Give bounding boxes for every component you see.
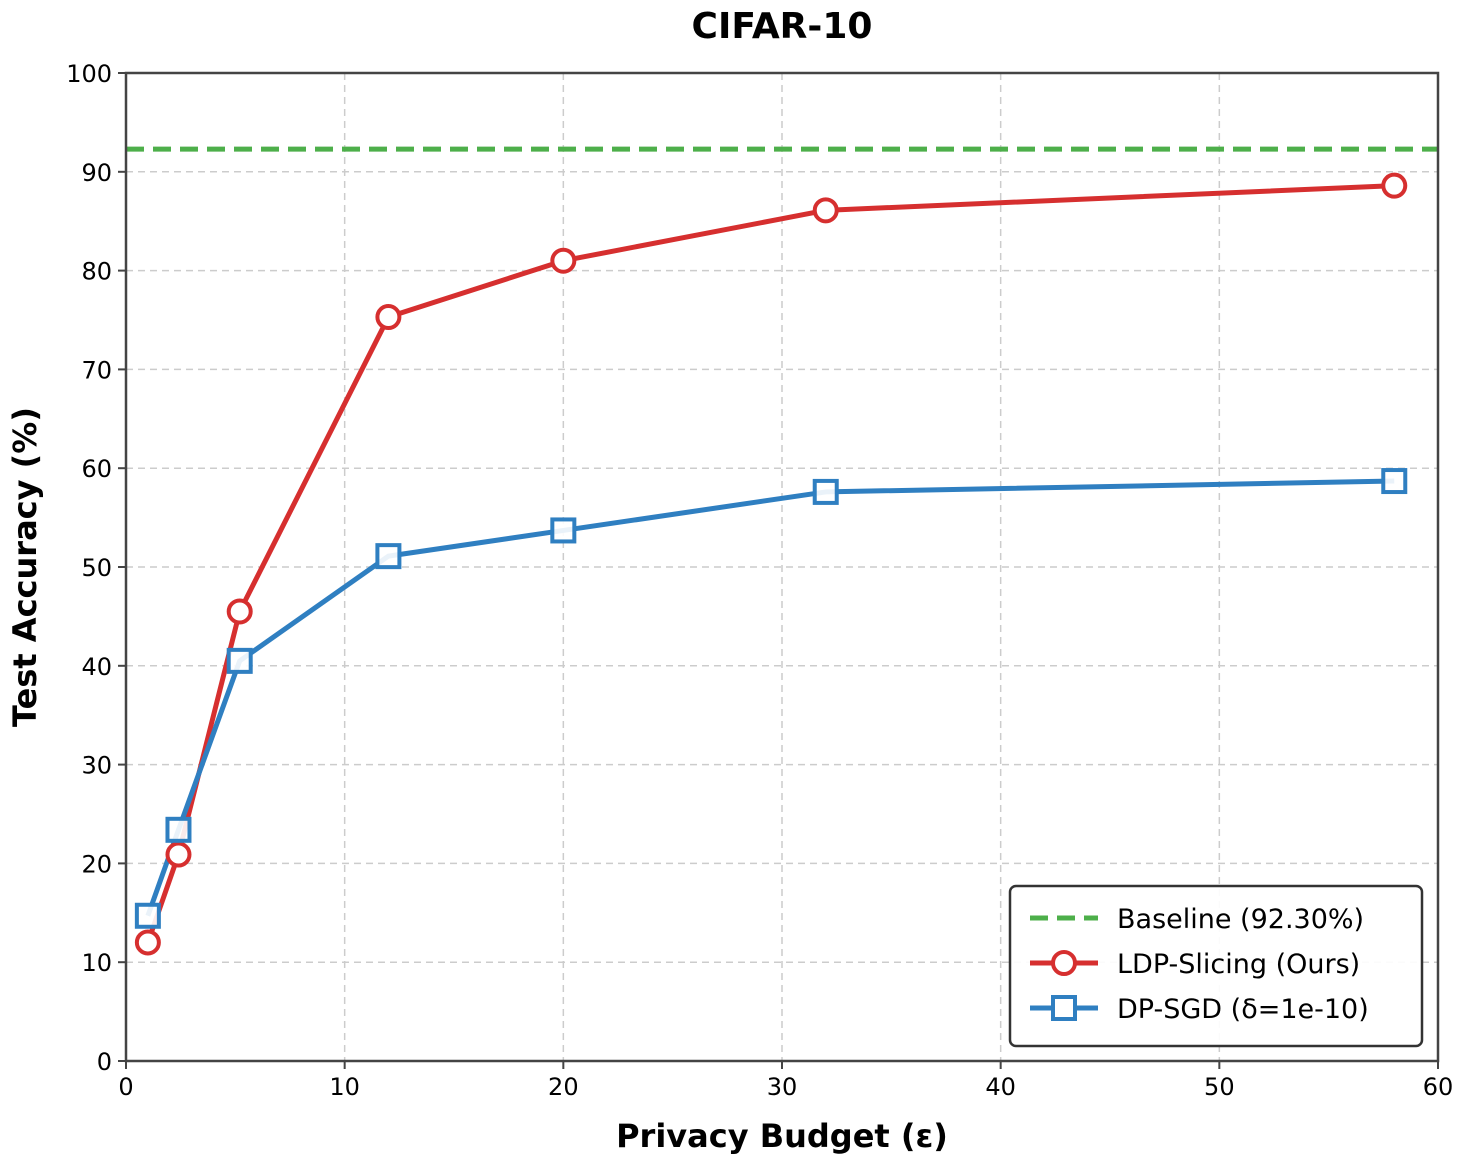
data-point-ldp-slicing	[165, 841, 192, 868]
x-axis-label: Privacy Budget (ε)	[616, 1117, 948, 1155]
series-lines	[126, 146, 1438, 956]
data-point-ldp-slicing	[1381, 172, 1408, 199]
data-point-dp-sgd	[812, 478, 839, 505]
data-point-dp-sgd	[134, 902, 161, 929]
data-point-ldp-slicing	[375, 304, 402, 331]
y-tick-label: 80	[81, 258, 112, 286]
data-point-dp-sgd	[375, 543, 402, 570]
legend-baseline-label: Baseline (92.30%)	[1117, 904, 1364, 935]
x-tick-label: 30	[767, 1073, 798, 1101]
y-tick-label: 50	[81, 554, 112, 582]
x-tick-label: 50	[1204, 1073, 1235, 1101]
y-tick-label: 30	[81, 752, 112, 780]
y-tick-label: 20	[81, 850, 112, 878]
data-point-dp-sgd	[550, 517, 577, 544]
y-tick-label: 70	[81, 356, 112, 384]
x-tick-label: 60	[1423, 1073, 1454, 1101]
legend: Baseline (92.30%) LDP-Slicing (Ours) DP-…	[1008, 884, 1424, 1048]
data-point-dp-sgd	[1381, 468, 1408, 495]
legend-box	[1008, 884, 1424, 1048]
x-tick-label: 40	[985, 1073, 1016, 1101]
data-point-ldp-slicing	[134, 929, 161, 956]
legend-dpsgd-label: DP-SGD (δ=1e-10)	[1117, 994, 1369, 1025]
x-tick-label: 0	[118, 1073, 133, 1101]
y-axis-label: Test Accuracy (%)	[6, 407, 44, 727]
legend-dpsgd-marker	[1051, 995, 1077, 1021]
legend-ldp-marker	[1051, 950, 1077, 976]
axis-ticks: 0 10 20 30 40 50 60 0 10 20 30 40 50 60 70 80 90 100	[66, 60, 1453, 1101]
y-tick-label: 60	[81, 455, 112, 483]
data-point-ldp-slicing	[550, 247, 577, 274]
series-line-dp-sgd	[145, 478, 1395, 917]
plot-frame	[124, 71, 1440, 1063]
y-tick-label: 100	[66, 60, 112, 88]
y-tick-label: 10	[81, 949, 112, 977]
data-point-dp-sgd	[165, 816, 192, 843]
y-tick-label: 90	[81, 159, 112, 187]
y-tick-label: 0	[97, 1048, 112, 1076]
data-point-ldp-slicing	[226, 598, 253, 625]
series-line-ldp-slicing	[145, 183, 1395, 944]
data-point-ldp-slicing	[812, 197, 839, 224]
y-tick-label: 40	[81, 653, 112, 681]
data-point-dp-sgd	[226, 647, 253, 674]
legend-ldp-label: LDP-Slicing (Ours)	[1117, 949, 1360, 980]
x-tick-label: 20	[548, 1073, 579, 1101]
chart-title: CIFAR-10	[692, 6, 873, 47]
x-tick-label: 10	[329, 1073, 360, 1101]
